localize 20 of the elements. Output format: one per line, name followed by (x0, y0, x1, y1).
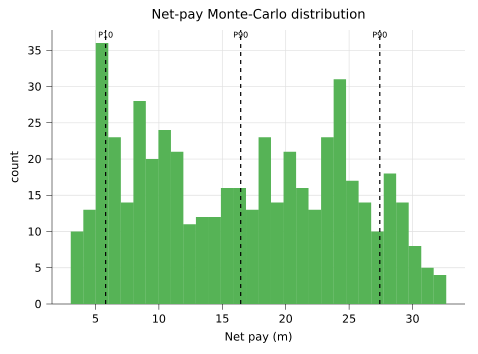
ref-line-label: P90 (234, 32, 248, 38)
y-tick-label: 25 (28, 118, 41, 127)
x-tick-label: 30 (406, 314, 419, 323)
x-tick-label: 25 (342, 314, 356, 323)
x-tick-label: 20 (279, 314, 292, 323)
y-tick-label: 35 (28, 46, 41, 54)
y-axis-title: count (10, 151, 18, 182)
x-axis-title: Net pay (m) (226, 332, 292, 343)
ref-line-label: P10 (98, 32, 113, 38)
y-tick-label: 30 (28, 82, 41, 91)
y-tick-label: 0 (35, 300, 41, 308)
x-tick-label: 15 (216, 314, 228, 323)
ref-line-label: P90 (373, 32, 387, 38)
y-tick-label: 5 (35, 264, 41, 272)
y-tick-label: 10 (28, 227, 41, 236)
x-tick-label: 5 (92, 314, 98, 323)
y-tick-label: 20 (28, 154, 41, 164)
chart-title: Net-pay Monte-Carlo distribution (152, 8, 364, 22)
x-tick-label: 10 (153, 314, 166, 323)
y-tick-label: 15 (28, 191, 41, 200)
